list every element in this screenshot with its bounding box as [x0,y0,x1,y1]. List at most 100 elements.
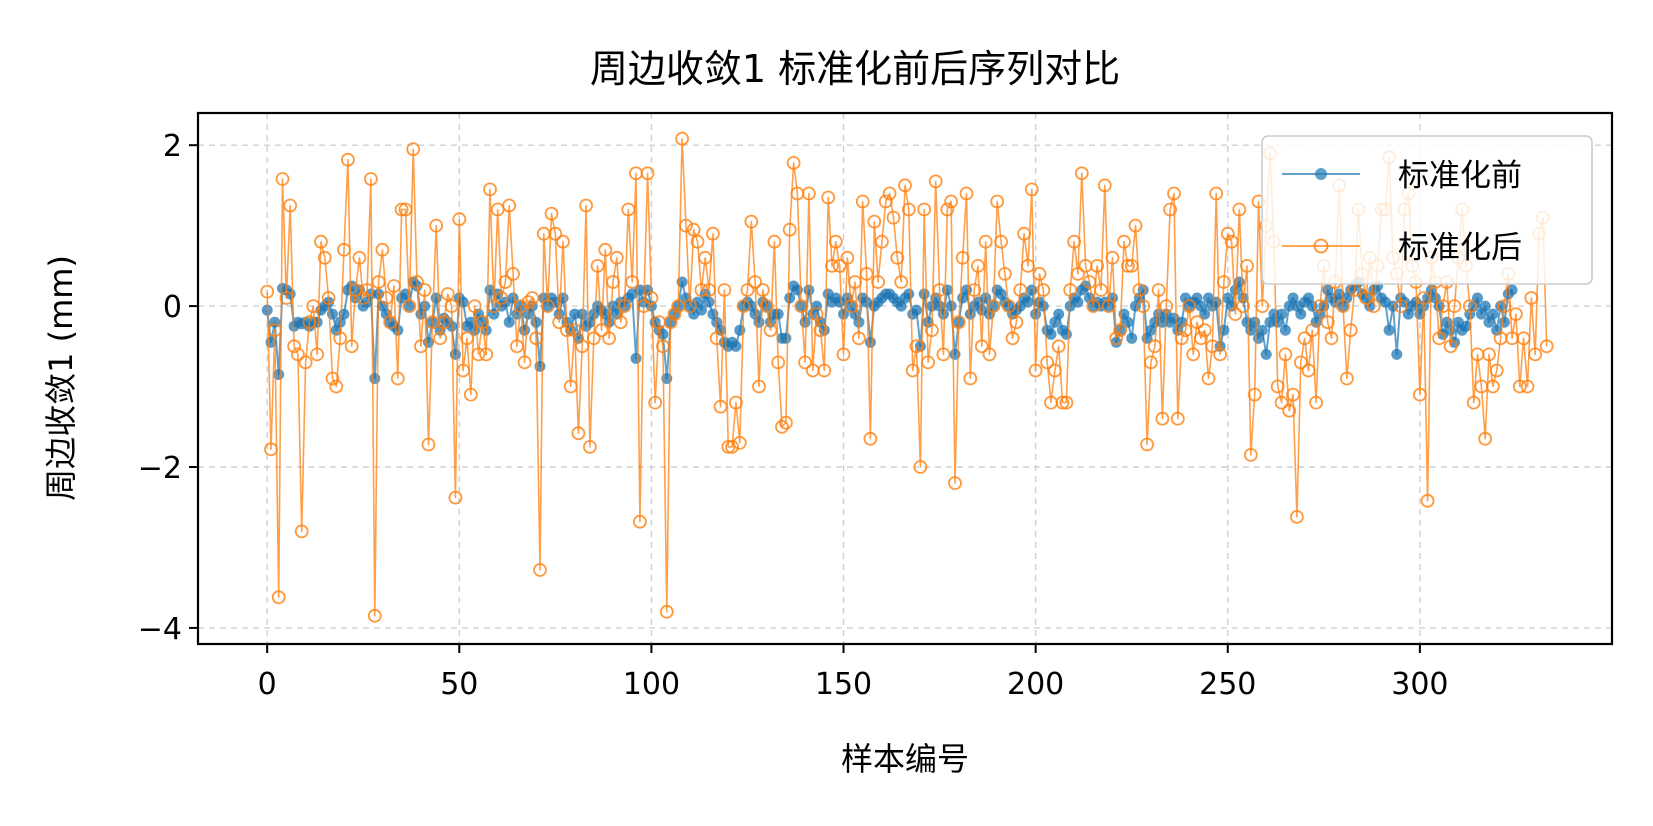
data-point-after [779,415,793,430]
data-point-before [799,316,811,328]
data-point-before [864,336,876,348]
data-point-after [390,371,405,386]
data-point-before [1030,308,1042,320]
data-point-after [410,275,424,289]
data-point-after [1017,226,1031,241]
data-point-before [369,373,381,384]
data-point-after [1174,331,1189,346]
data-point-after [1247,387,1262,402]
data-point-after [590,258,605,273]
data-point-after [375,242,390,257]
data-point-after [444,299,459,314]
y-tick-label: 2 [163,129,182,164]
data-point-after [1232,202,1247,217]
data-point-after [483,182,497,197]
data-point-after [1036,283,1051,297]
data-point-after [440,287,455,301]
data-point-after [836,347,851,362]
data-point-after [1094,283,1108,297]
data-point-after [1124,258,1139,273]
data-point-after [1028,363,1043,378]
data-point-after [725,439,739,454]
data-point-before [753,316,765,328]
data-point-after [752,379,766,394]
data-point-after [986,299,1001,314]
data-point-after [479,347,494,362]
data-point-after [310,347,325,362]
data-point-after [982,347,997,362]
data-point-before [449,348,461,360]
data-point-after [571,426,586,441]
data-point-after [379,291,394,305]
data-point-after [1097,178,1112,193]
data-point-after [456,363,471,378]
data-point-after [1274,395,1289,410]
data-point-after [406,142,421,157]
data-point-after [932,283,947,297]
data-point-before [903,288,915,300]
data-point-after [1090,258,1104,273]
data-point-after [1051,339,1066,354]
data-point-after [436,315,451,330]
data-point-after [517,355,532,370]
data-point-after [1520,379,1535,394]
data-point-after [1151,283,1166,297]
data-point-before [1210,296,1222,308]
data-point-before [1472,292,1483,304]
data-point-after [1048,363,1062,378]
x-tick-label: 50 [440,667,478,702]
data-point-before [1487,308,1499,320]
data-point-before [918,288,930,300]
y-axis-label: 周边收敛1 (mm) [42,255,80,501]
data-point-after [1432,331,1446,346]
data-point-after [1032,266,1047,281]
data-point-after [429,218,444,233]
data-point-after [951,315,966,330]
data-point-after [433,331,448,346]
data-point-after [306,299,321,314]
data-point-after [448,490,463,505]
data-point-after [1462,299,1477,314]
data-point-after [717,283,732,297]
data-point-after [1117,234,1131,249]
data-point-before [838,308,849,320]
data-point-after [763,323,778,338]
data-point-after [1071,266,1085,281]
data-point-after [598,242,613,257]
data-point-after [583,439,597,454]
data-point-after [363,172,378,186]
data-point-after [552,315,567,330]
data-point-after [1255,299,1270,314]
data-point-after [905,363,920,378]
data-point-after [560,323,574,338]
data-point-after [1155,411,1170,426]
y-tick-label: −2 [138,451,182,486]
data-point-after [1293,355,1308,370]
data-point-after [1224,234,1239,249]
data-point-after [848,275,862,289]
series-line-after [266,137,1548,617]
data-point-after [329,379,344,394]
data-point-after [521,295,536,310]
data-point-after [1240,258,1254,273]
data-point-after [1021,258,1035,273]
data-point-after [852,331,866,346]
data-point-after [644,291,659,305]
data-point-before [911,304,922,316]
data-point-after [1067,234,1081,249]
data-point-after [963,371,978,386]
data-point-before [1072,296,1084,308]
data-point-before [1460,320,1472,332]
data-point-after [264,442,278,457]
data-point-after [667,307,682,322]
data-point-after [1336,299,1350,314]
data-point-before [945,300,957,312]
data-point-after [556,234,570,249]
data-point-after [1205,339,1220,354]
grid [198,113,1612,644]
data-point-after [1393,299,1408,314]
data-point-after [729,395,743,410]
data-point-before [937,308,949,320]
data-point-after [1170,411,1185,426]
data-point-after [452,212,467,227]
